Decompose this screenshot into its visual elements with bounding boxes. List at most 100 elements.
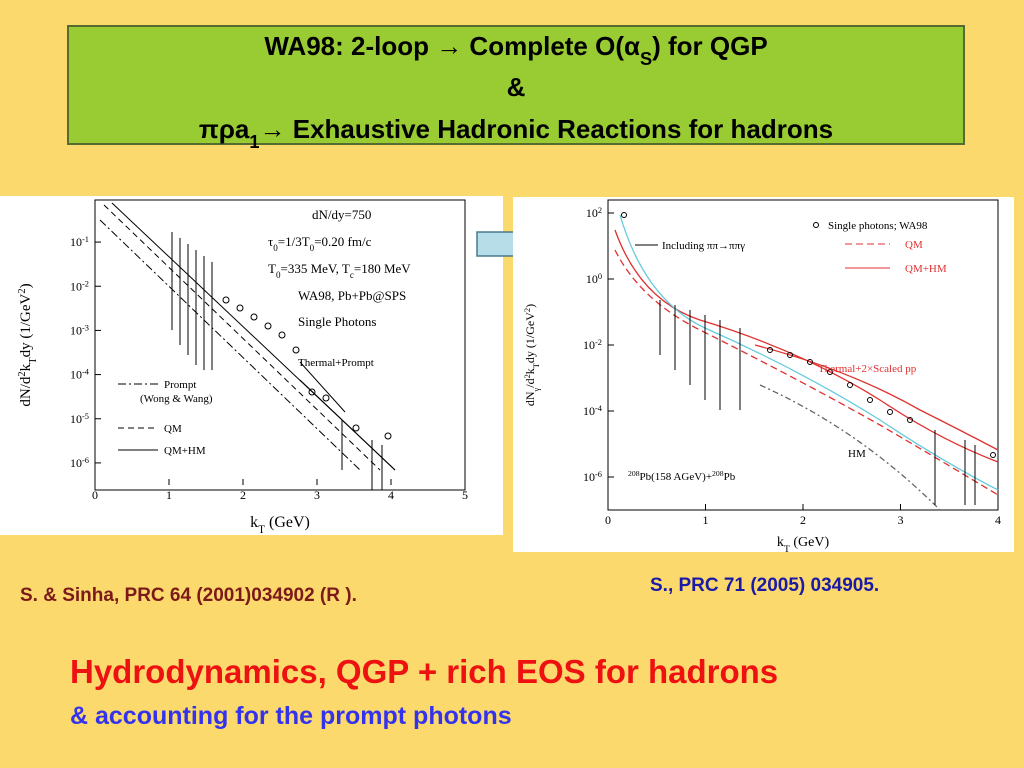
conclusion-line: & accounting for the prompt photons [70,702,512,730]
legend-label: Single photons; WA98 [828,220,928,232]
curve [103,204,381,471]
curve [759,384,941,511]
data-point [990,452,996,458]
legend-label: QM+HM [905,263,947,275]
title-line: WA98: 2-loop → Complete O(αS) for QGP [264,31,767,69]
data-point [767,347,773,353]
plot-background [513,197,1014,552]
superscript: 2 [598,206,602,215]
plot-annotation: Including ππ→ππγ [662,240,745,252]
y-tick-label: 10-6 [70,455,89,470]
left-plot: dN/dy=750 τ0=1/3T0=0.20 fm/c T0=335 MeV,… [0,196,503,536]
superscript: 2 [17,288,28,293]
text-run: Including ππ→ππγ [662,240,745,252]
subscript: S [640,49,652,69]
plot-annotation: HM [848,448,866,460]
text-run: (GeV) [265,514,310,531]
text-run: k [777,535,784,550]
subscript: γ [532,387,541,392]
legend-label: QM+HM [164,445,206,457]
text-run: HM [848,448,866,460]
text-run: ) [18,283,34,288]
text-run: dy (1/GeV [523,312,537,363]
text-run: ) for QGP [652,31,768,61]
data-point [278,331,286,339]
title-line: & [507,72,526,102]
text-run: T [268,261,276,276]
y-axis-label: dN/d2kTdy (1/GeV2) [17,283,39,406]
right-plot: Single photons; WA98 QM QM+HM Including … [513,197,1014,555]
y-tick-label: 10-1 [70,235,89,250]
y-tick-label: 10-2 [583,338,602,353]
subscript: 0 [310,243,315,253]
plot-note: dN/dy=750 [312,207,371,222]
caption: S. & Sinha, PRC 64 (2001)034902 (R ). [20,585,357,606]
text-run: WA98: 2-loop → Complete O(α [264,31,640,61]
upper-limits [171,232,383,490]
conclusion-line: Hydrodynamics, QGP + rich EOS for hadron… [70,653,778,690]
x-tick-label: 3 [314,488,320,502]
curves [99,202,396,471]
text-run: ) [523,304,537,308]
plot-note: WA98, Pb+Pb@SPS [298,288,406,303]
x-tick-label: 0 [605,513,611,527]
curve [619,214,999,491]
y-tick-label: 102 [586,206,602,221]
text-run: Single Photons [298,314,376,329]
plot-annotation: Thermal+2×Scaled pp [818,363,917,375]
data-point [807,359,813,365]
y-tick-label: 10-5 [70,411,89,426]
data-point [222,296,230,304]
data-points [222,296,392,440]
x-tick-label: 5 [462,488,468,502]
y-tick-label: 10-3 [70,323,89,338]
data-point [250,313,258,321]
x-tick-label: 1 [703,513,709,527]
text-run: dy (1/GeV [18,294,34,358]
legend-swatch [813,222,819,228]
data-point [907,417,913,423]
text-run: Thermal+2×Scaled pp [818,363,917,375]
subscript: 0 [276,270,281,280]
superscript: 2 [523,374,532,378]
data-point [827,369,833,375]
data-point [322,394,330,402]
y-axis-label: dNγ/d2kTdy (1/GeV2) [523,304,541,406]
x-tick-label: 4 [388,488,394,502]
curve [754,344,999,451]
x-tick-label: 4 [995,513,1001,527]
superscript: 208 [712,469,724,478]
subscript: T [532,363,541,368]
data-point [887,409,893,415]
x-tick-label: 3 [898,513,904,527]
superscript: -2 [595,338,602,347]
data-point [264,322,272,330]
superscript: -2 [82,279,89,288]
superscript: -4 [595,404,603,413]
text-run: k [250,514,258,531]
text-run: =0.20 fm/c [314,234,371,249]
data-point [236,304,244,312]
caption: S., PRC 71 (2005) 034905. [650,575,879,596]
text-run: =180 MeV [354,261,411,276]
x-axis-label: kT (GeV) [250,514,310,536]
superscript: 208 [628,469,640,478]
curve [99,219,361,471]
text-run: k [18,363,34,371]
text-run: Pb [724,471,736,483]
plot-frame [94,199,466,491]
text-run: k [523,368,537,374]
text-run: (GeV) [790,535,830,550]
text-run: 10 [70,279,82,293]
text-run: 10 [70,323,82,337]
superscript: 0 [598,272,602,281]
legend-label: QM [905,239,923,251]
text-run: dN/d [18,376,34,407]
superscript: -6 [595,470,602,479]
subscript: T [784,544,790,555]
data-point [847,382,853,388]
data-points [621,212,996,458]
superscript: -3 [82,323,89,332]
title-line: πρa1→ Exhaustive Hadronic Reactions for … [199,114,833,152]
text-run: dN/dy=750 [312,207,371,222]
